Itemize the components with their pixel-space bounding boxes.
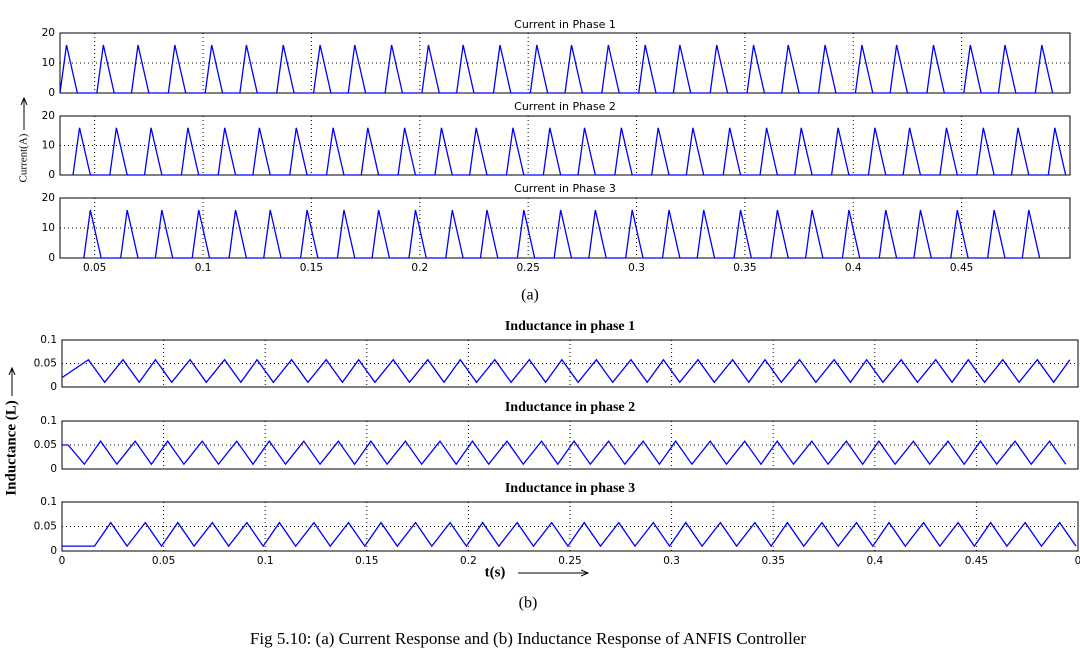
y-tick-label: 0 — [50, 381, 57, 393]
y-tick-label: 0.05 — [34, 358, 57, 370]
y-tick-label: 0.1 — [40, 415, 57, 427]
x-tick-label: 0.2 — [460, 555, 477, 567]
line-series — [60, 44, 1054, 94]
y-tick-label: 20 — [42, 110, 55, 122]
line-series — [62, 440, 1067, 466]
line-series — [62, 521, 1077, 548]
subplot-title: Inductance in phase 3 — [505, 481, 635, 496]
subplot-title: Inductance in phase 1 — [505, 319, 635, 334]
x-tick-label: 0.25 — [558, 555, 581, 567]
y-tick-label: 0 — [50, 545, 57, 557]
y-axis-label: Inductance (L) — [3, 400, 19, 495]
x-tick-label: 0.05 — [152, 555, 175, 567]
subplot-title: Current in Phase 3 — [514, 182, 616, 195]
y-tick-label: 0 — [48, 169, 55, 181]
line-series — [62, 358, 1071, 384]
y-tick-label: 10 — [42, 222, 55, 234]
subplot: Inductance in phase 2 0 0.05 0.1 — [34, 400, 1079, 475]
panel-label: (b) — [519, 595, 538, 612]
line-series — [72, 127, 1067, 176]
line-series — [83, 209, 1041, 259]
y-tick-label: 0.1 — [40, 334, 57, 346]
x-axis-label: t(s) — [485, 564, 506, 580]
x-tick-label: 0 — [59, 555, 66, 567]
current-ylabel-group: Current(A) — [18, 98, 30, 182]
x-tick-label: 0.2 — [411, 262, 428, 274]
subplot-title: Inductance in phase 2 — [505, 400, 635, 415]
x-tick-label: 0.25 — [516, 262, 539, 274]
x-tick-label: 0.45 — [965, 555, 988, 567]
y-tick-label: 0.1 — [40, 496, 57, 508]
x-tick-label: 0.3 — [628, 262, 645, 274]
x-tick-label: 0 — [1075, 555, 1080, 567]
panel-label: (a) — [521, 287, 539, 304]
x-tick-label: 0.35 — [762, 555, 785, 567]
y-tick-label: 0.05 — [34, 521, 57, 533]
x-tick-label: 0.45 — [950, 262, 973, 274]
x-tick-label: 0.1 — [257, 555, 274, 567]
y-tick-label: 0 — [48, 87, 55, 99]
y-tick-label: 0 — [48, 252, 55, 264]
y-tick-label: 20 — [42, 192, 55, 204]
x-tick-label: 0.15 — [355, 555, 378, 567]
x-tick-label: 0.15 — [300, 262, 323, 274]
y-axis-label: Current(A) — [18, 133, 30, 182]
x-tick-label: 0.4 — [845, 262, 862, 274]
x-tick-label: 0.35 — [733, 262, 756, 274]
x-tick-label: 0.1 — [195, 262, 212, 274]
x-tick-label: 0.05 — [83, 262, 106, 274]
subplot: Current in Phase 3 0 10 20 0.05 0.1 0.15 0.2 0.2… — [42, 182, 1071, 274]
axes-frame — [59, 197, 1071, 259]
y-tick-label: 20 — [42, 27, 55, 39]
inductance-ylabel-group: Inductance (L) — [3, 368, 19, 496]
axes-frame — [61, 339, 1079, 388]
y-tick-label: 0.05 — [34, 439, 57, 451]
y-tick-label: 0 — [50, 463, 57, 475]
x-tick-label: 0.3 — [663, 555, 680, 567]
x-tick-label: 0.4 — [866, 555, 883, 567]
caption: Fig 5.10: (a) Current Response and (b) I… — [250, 629, 807, 648]
subplot: Current in Phase 1 0 10 20 — [42, 18, 1071, 99]
subplot: Inductance in phase 3 0 0.05 0.1 0 0.05 0.1 0.1… — [34, 481, 1080, 567]
subplot-title: Current in Phase 2 — [514, 100, 616, 113]
subplot-title: Current in Phase 1 — [514, 18, 616, 31]
subplot: Current in Phase 2 0 10 20 — [42, 100, 1071, 181]
axes-frame — [61, 501, 1079, 552]
subplot: Inductance in phase 1 0 0.05 0.1 — [34, 319, 1079, 393]
y-tick-label: 10 — [42, 57, 55, 69]
y-tick-label: 10 — [42, 140, 55, 152]
